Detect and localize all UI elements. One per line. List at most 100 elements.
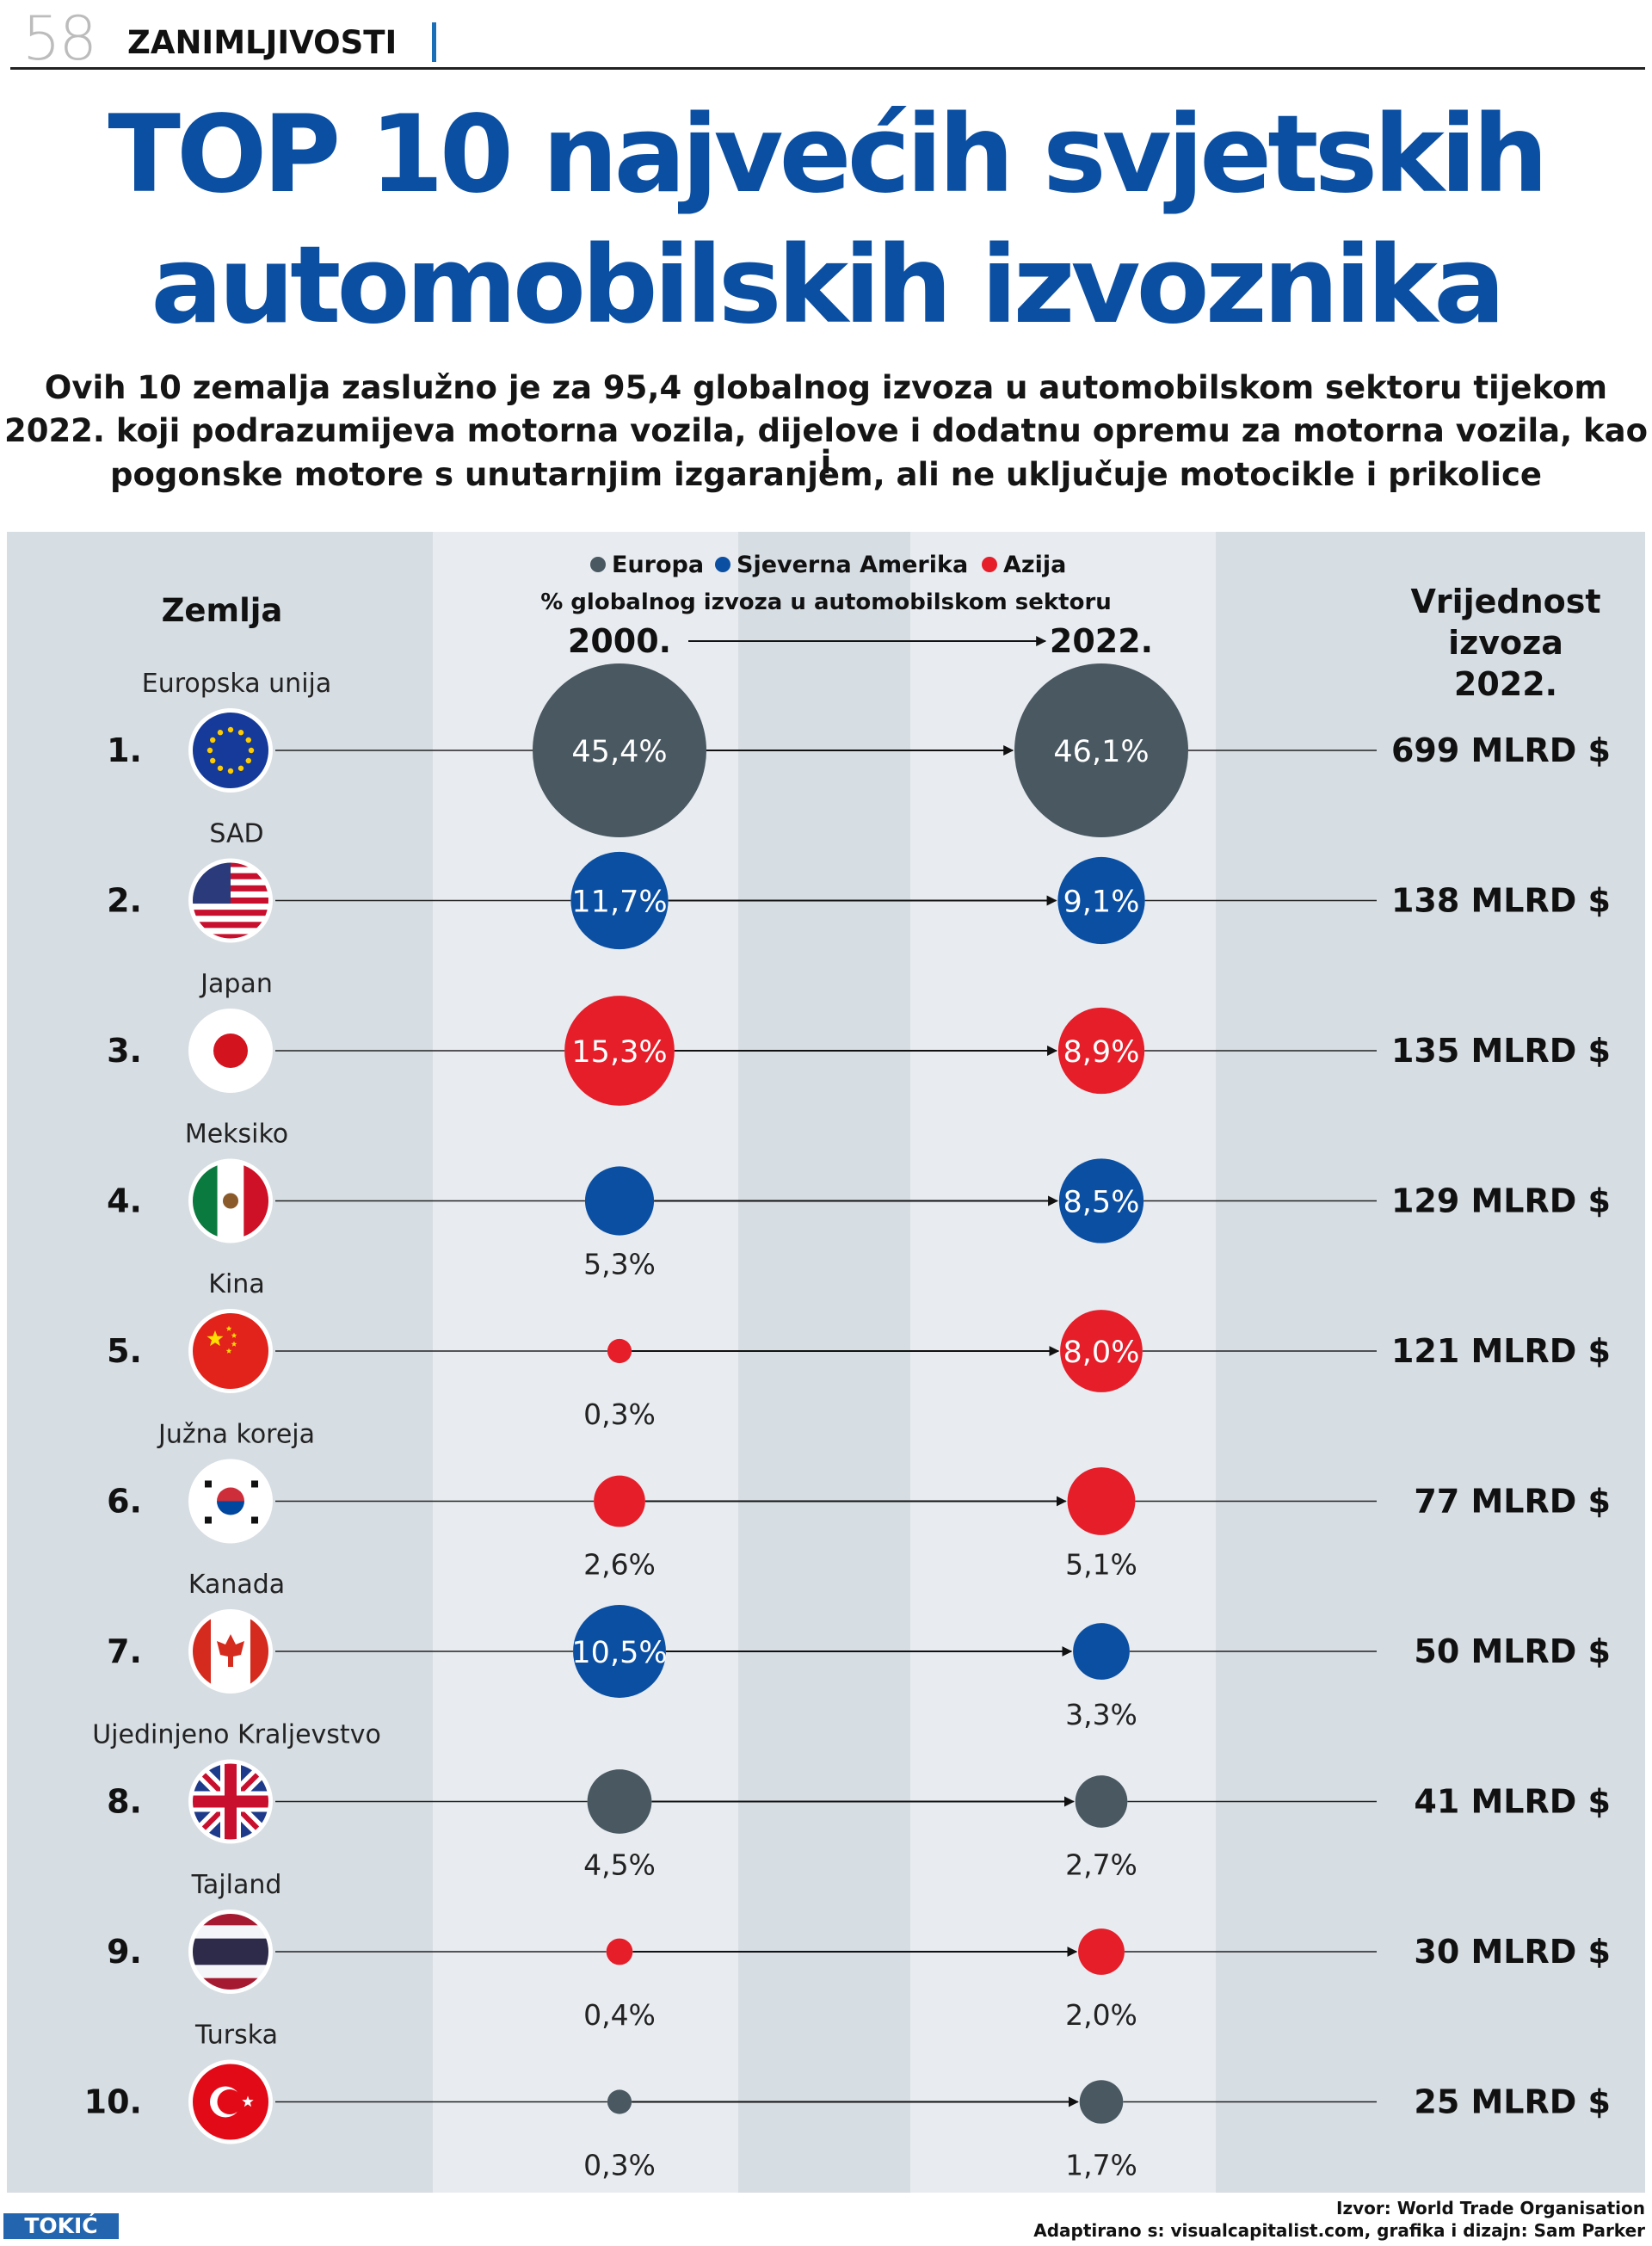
label-2000: 11,7% bbox=[571, 885, 667, 920]
rank-number: 4. bbox=[107, 1182, 142, 1220]
legend-dot bbox=[590, 557, 606, 572]
country-name: Ujedinjeno Kraljevstvo bbox=[92, 1720, 381, 1750]
bubble-2000 bbox=[570, 851, 669, 950]
uk-flag-icon bbox=[191, 1762, 270, 1842]
row-2: SAD 2. 11,7% 9,1% 138 MLRD $ bbox=[107, 819, 1611, 950]
label-2022: 8,5% bbox=[1063, 1186, 1140, 1220]
export-value: 77 MLRD $ bbox=[1414, 1483, 1611, 1521]
header-value-line: 2022. bbox=[1454, 665, 1557, 703]
legend-label: Europa bbox=[612, 552, 704, 578]
label-2000: 5,3% bbox=[583, 1248, 656, 1281]
label-2000: 45,4% bbox=[571, 735, 667, 769]
country-name: Tajland bbox=[191, 1870, 282, 1900]
row-10: Turska 10. 0,3% 1,7% 25 MLRD $ bbox=[84, 2021, 1611, 2182]
label-2000: 10,5% bbox=[571, 1636, 667, 1670]
rank-number: 10. bbox=[84, 2083, 142, 2121]
country-name: Turska bbox=[194, 2021, 278, 2051]
rank-number: 8. bbox=[107, 1783, 142, 1821]
country-name: Japan bbox=[199, 969, 273, 999]
label-2022: 46,1% bbox=[1053, 735, 1149, 769]
country-name: Europska unija bbox=[142, 669, 332, 699]
south-korea-flag-icon bbox=[191, 1461, 270, 1541]
rank-number: 1. bbox=[107, 731, 142, 769]
label-2022: 5,1% bbox=[1065, 1548, 1137, 1582]
label-2022: 9,1% bbox=[1063, 885, 1140, 920]
bubble-2022 bbox=[1078, 1928, 1125, 1975]
axis-caption: % globalnog izvoza u automobilskom sekto… bbox=[540, 589, 1112, 615]
label-2000: 0,3% bbox=[583, 2149, 656, 2182]
tokic-logo: TOKIĆ bbox=[3, 2213, 119, 2239]
export-value: 121 MLRD $ bbox=[1391, 1332, 1611, 1370]
country-name: Meksiko bbox=[185, 1120, 288, 1150]
export-value: 30 MLRD $ bbox=[1414, 1933, 1611, 1971]
bubble-2000 bbox=[573, 1605, 666, 1698]
label-2022: 2,0% bbox=[1065, 1998, 1137, 2032]
bubble-2000 bbox=[564, 996, 675, 1106]
bubble-2000 bbox=[606, 1938, 633, 1965]
bubble-2022 bbox=[1058, 1158, 1144, 1243]
bubble-2022 bbox=[1067, 1467, 1136, 1535]
country-name: Kina bbox=[208, 1269, 264, 1299]
title-line-1: TOP 10 najvećih svjetskih bbox=[108, 93, 1548, 217]
bubble-2022 bbox=[1057, 1007, 1145, 1095]
export-value: 699 MLRD $ bbox=[1391, 731, 1611, 769]
country-name: Južna koreja bbox=[157, 1420, 315, 1450]
row-9: Tajland 9. 0,4% 2,0% 30 MLRD $ bbox=[107, 1870, 1611, 2032]
export-value: 135 MLRD $ bbox=[1391, 1032, 1611, 1070]
rank-number: 7. bbox=[107, 1632, 142, 1670]
bubble-2022 bbox=[1060, 1310, 1143, 1392]
subtitle-line-3: pogonske motore s unutarnjim izgaranjem,… bbox=[109, 456, 1542, 493]
header-year-2000: 2000. bbox=[568, 622, 671, 660]
flag-ring bbox=[188, 1309, 273, 1393]
bubble-2022 bbox=[1014, 663, 1188, 837]
rank-number: 3. bbox=[107, 1032, 142, 1070]
header-year-2022: 2022. bbox=[1050, 622, 1153, 660]
label-2000: 4,5% bbox=[583, 1848, 656, 1882]
legend-dot bbox=[715, 557, 730, 572]
flag-ring bbox=[188, 1009, 273, 1093]
thailand-flag-icon bbox=[191, 1912, 270, 1991]
bubble-2022 bbox=[1079, 2080, 1124, 2124]
eu-flag-icon bbox=[191, 711, 270, 790]
label-2000: 2,6% bbox=[583, 1548, 656, 1582]
bubble-2022 bbox=[1075, 1775, 1128, 1828]
rank-number: 2. bbox=[107, 882, 142, 920]
row-4: Meksiko 4. 5,3% 8,5% 129 MLRD $ bbox=[107, 1120, 1611, 1281]
country-name: SAD bbox=[209, 819, 263, 849]
flag-ring bbox=[188, 858, 273, 943]
bubble-2000 bbox=[607, 2089, 632, 2114]
adapted-text: Adaptirano s: visualcapitalist.com, graf… bbox=[1033, 2220, 1645, 2241]
flag-ring bbox=[188, 1759, 273, 1844]
turkey-flag-icon bbox=[191, 2062, 270, 2142]
bubble-2000 bbox=[594, 1475, 645, 1527]
row-8: Ujedinjeno Kraljevstvo 8. 4,5% 2,7% 41 MLRD … bbox=[92, 1720, 1611, 1882]
flag-ring bbox=[188, 1158, 273, 1243]
bubble-2022 bbox=[1073, 1623, 1130, 1680]
export-value: 138 MLRD $ bbox=[1391, 882, 1611, 920]
row-3: Japan 3. 15,3% 8,9% 135 MLRD $ bbox=[107, 969, 1611, 1106]
bubble-2000 bbox=[607, 1338, 632, 1364]
title-line-2: automobilskih izvoznika bbox=[151, 224, 1506, 348]
source-text: Izvor: World Trade Organisation bbox=[1336, 2198, 1645, 2218]
section-label: ZANIMLJIVOSTI bbox=[127, 24, 398, 61]
label-2000: 0,4% bbox=[583, 1998, 656, 2032]
legend-dot bbox=[982, 557, 997, 572]
row-6: Južna koreja 6. 2,6% 5,1% 77 MLRD $ bbox=[107, 1420, 1611, 1582]
row-5: Kina 5. 0,3% 8,0% 121 MLRD $ bbox=[107, 1269, 1611, 1431]
row-7: Kanada 7. 10,5% 3,3% 50 MLRD $ bbox=[107, 1570, 1611, 1731]
japan-flag-icon bbox=[191, 1011, 270, 1090]
country-name: Kanada bbox=[188, 1570, 285, 1600]
label-2022: 1,7% bbox=[1065, 2149, 1137, 2182]
bubble-2022 bbox=[1057, 856, 1145, 945]
rank-number: 6. bbox=[107, 1483, 142, 1521]
bubble-2000 bbox=[584, 1166, 655, 1236]
label-2022: 2,7% bbox=[1065, 1848, 1137, 1882]
header-value-line: izvoza bbox=[1448, 624, 1563, 662]
header-value-line: Vrijednost bbox=[1410, 583, 1600, 620]
rank-number: 5. bbox=[107, 1332, 142, 1370]
flag-ring bbox=[188, 1609, 273, 1694]
flag-ring bbox=[188, 708, 273, 793]
bubble-2000 bbox=[533, 663, 706, 837]
page-number: 58 bbox=[22, 3, 97, 74]
